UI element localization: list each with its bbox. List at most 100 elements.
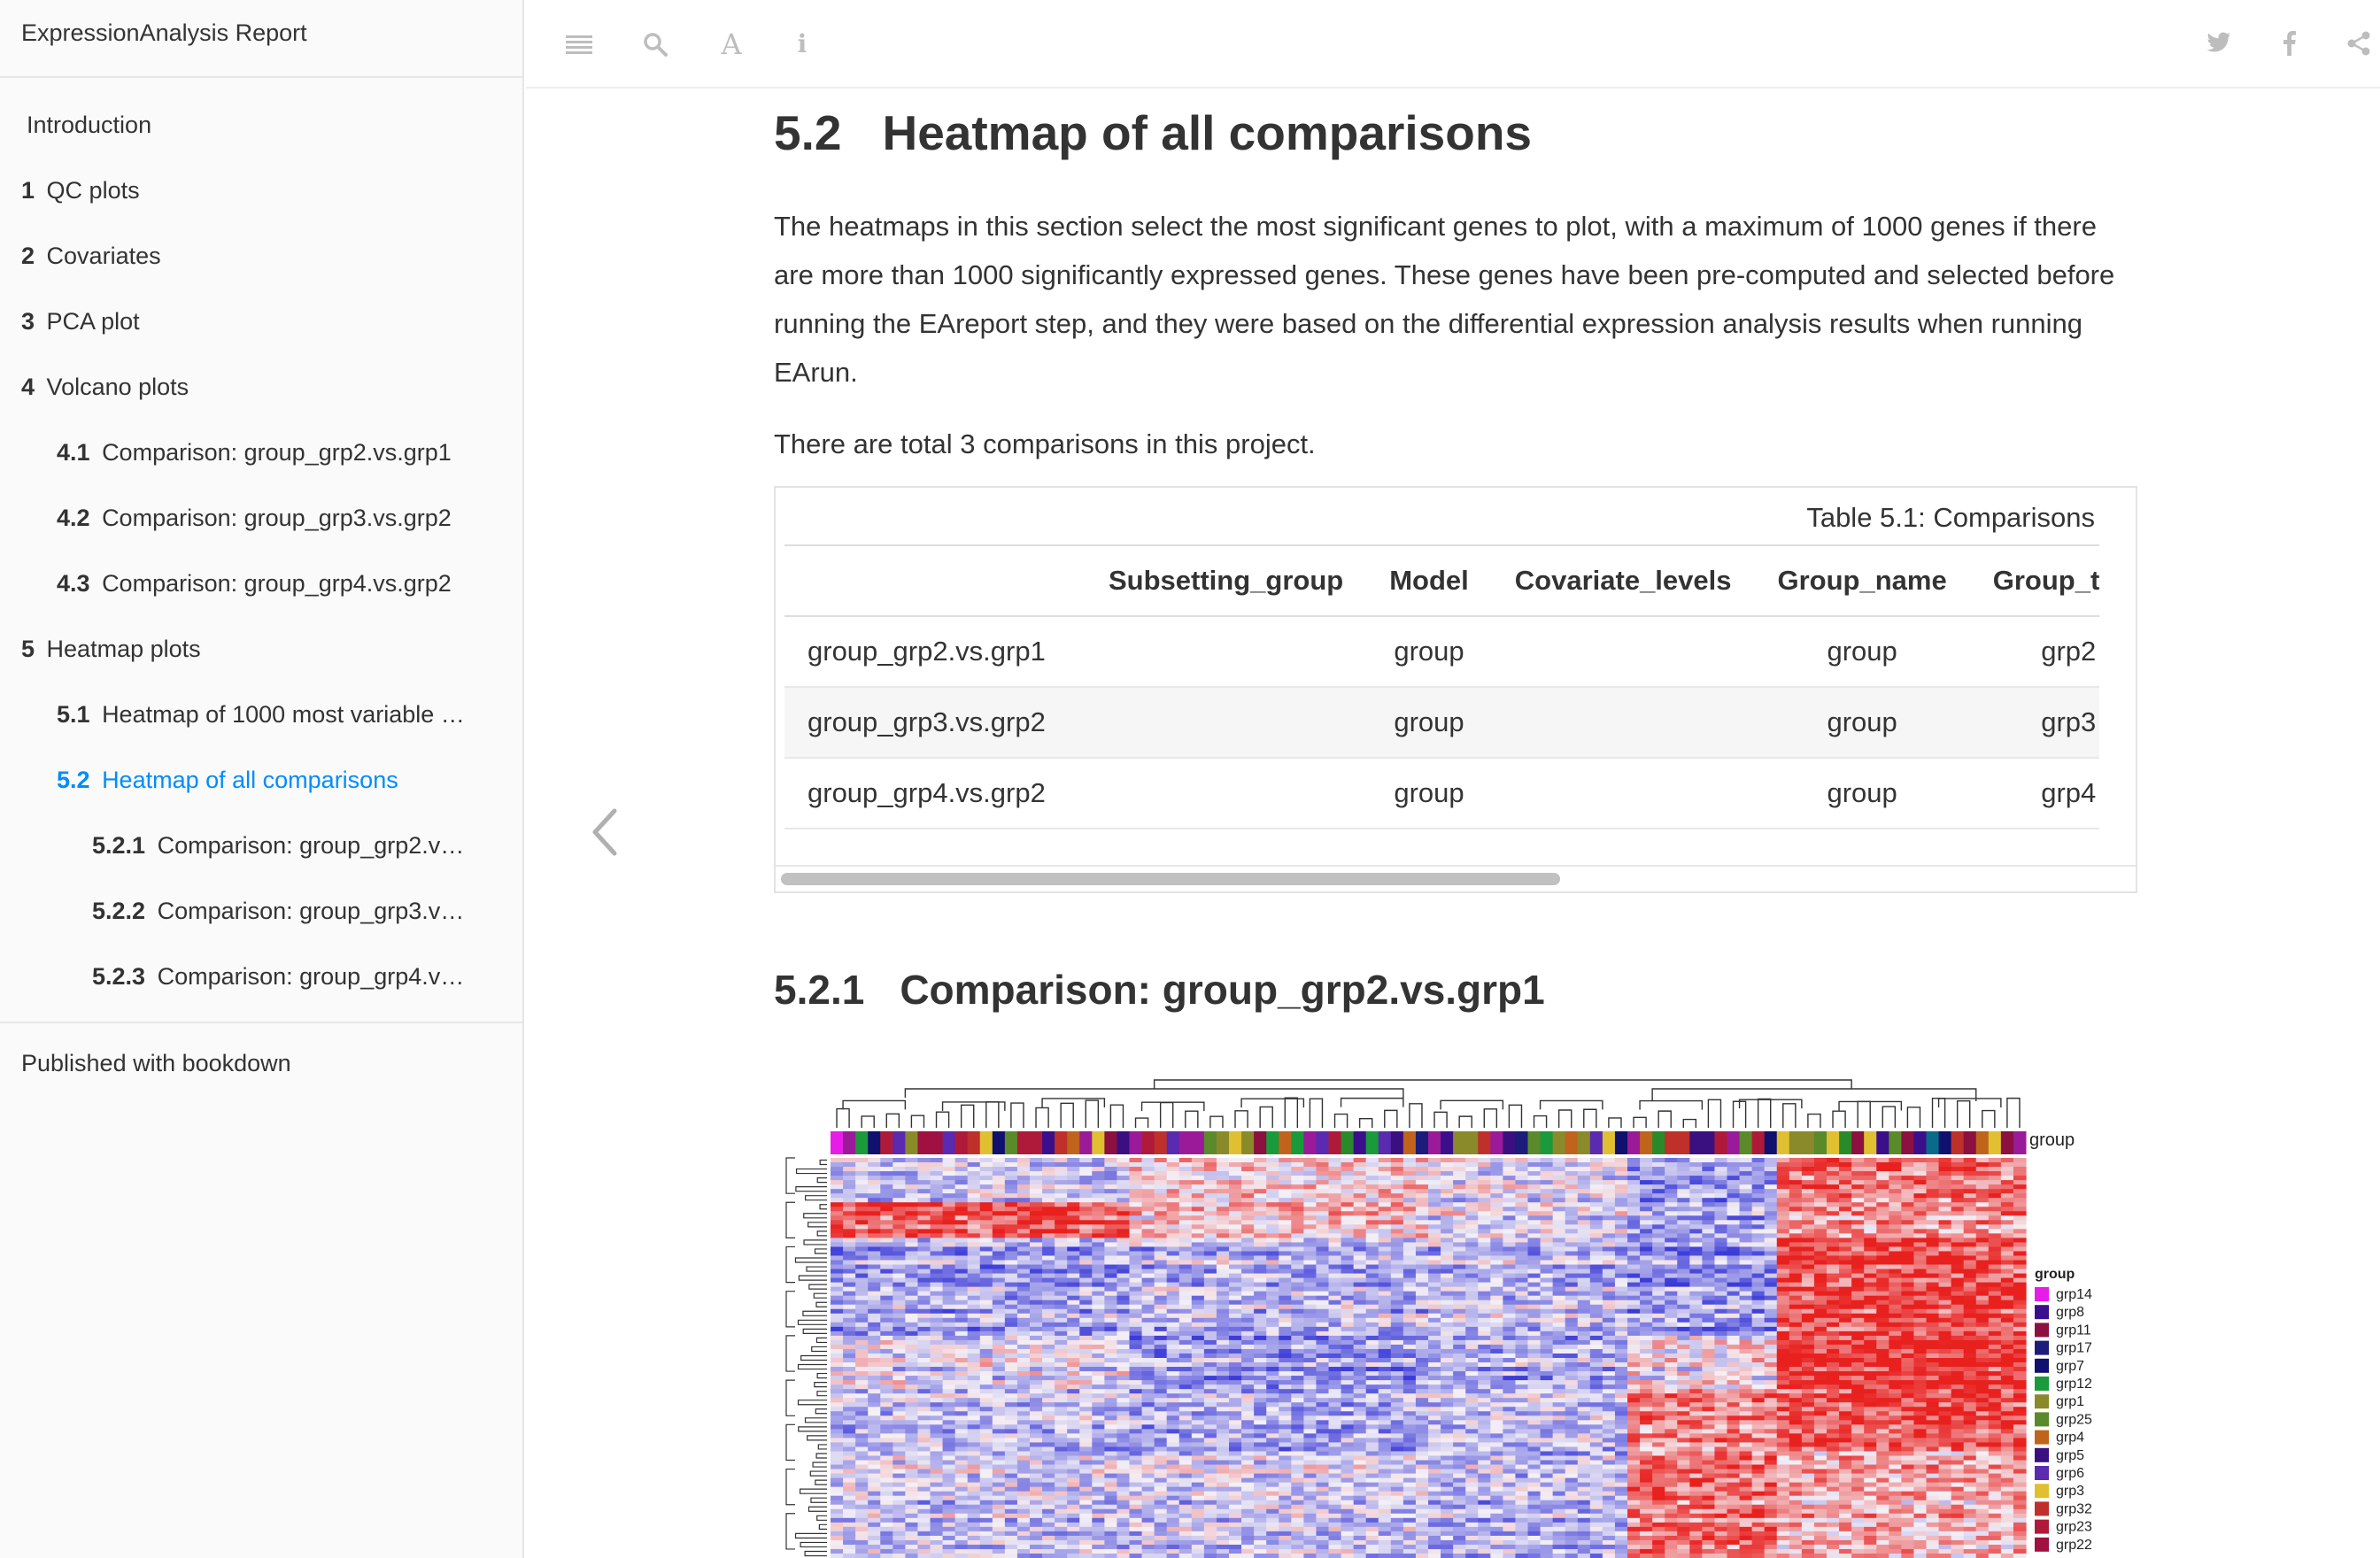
table-cell bbox=[1086, 616, 1367, 688]
legend-label: grp8 bbox=[2056, 1305, 2084, 1320]
annotation-cell bbox=[1901, 1131, 1914, 1154]
toc-item-volcano-plots[interactable]: 4 Volcano plots bbox=[21, 374, 189, 400]
main-content: 5.2 Heatmap of all comparisons The heatma… bbox=[774, 89, 2137, 1028]
published-with-bookdown-link[interactable]: Published with bookdown bbox=[21, 1050, 291, 1076]
section-heading: 5.2 Heatmap of all comparisons bbox=[774, 105, 1532, 160]
legend-title: group bbox=[2035, 1267, 2075, 1282]
annotation-cell bbox=[1951, 1131, 1965, 1154]
previous-page-arrow-icon[interactable] bbox=[588, 806, 623, 859]
annotation-cell bbox=[1652, 1131, 1665, 1154]
annotation-cell bbox=[1390, 1131, 1404, 1154]
annotation-cell bbox=[1926, 1131, 1940, 1154]
annotation-cell bbox=[1415, 1131, 1429, 1154]
annotation-cell bbox=[1378, 1131, 1392, 1154]
annotation-cell bbox=[1789, 1131, 1803, 1154]
annotation-cell bbox=[2013, 1131, 2027, 1154]
annotation-cell bbox=[905, 1131, 918, 1154]
table-cell: grp4 bbox=[1969, 758, 2100, 829]
toc-item-pca-plot[interactable]: 3 PCA plot bbox=[21, 308, 140, 335]
annotation-cell bbox=[1203, 1131, 1217, 1154]
annotation-cell bbox=[1801, 1131, 1815, 1154]
annotation-cell bbox=[1751, 1131, 1766, 1154]
annotation-cell bbox=[1042, 1131, 1055, 1154]
annotation-cell bbox=[1104, 1131, 1117, 1154]
toc-item-introduction[interactable]: Introduction bbox=[27, 112, 152, 138]
heatmap-figure: group group grp14 grp8 grp11 grp17 grp7 grp12… bbox=[785, 1079, 2092, 1558]
annotation-cell bbox=[1303, 1131, 1317, 1154]
column-header-group-test: Group_t bbox=[1969, 544, 2100, 617]
annotation-cell bbox=[1241, 1131, 1255, 1154]
annotation-cell bbox=[1540, 1131, 1554, 1154]
annotation-cell bbox=[1627, 1131, 1641, 1154]
toc-item-4-2[interactable]: 4.2 Comparison: group_grp3.vs.grp2 bbox=[57, 505, 452, 531]
annotation-cell bbox=[1963, 1131, 1977, 1154]
toc-item-5-2-2[interactable]: 5.2.2 Comparison: group_grp3.v… bbox=[92, 898, 465, 924]
toc-item-4-3[interactable]: 4.3 Comparison: group_grp4.vs.grp2 bbox=[57, 570, 452, 597]
legend-swatch bbox=[2035, 1377, 2049, 1391]
facebook-icon[interactable] bbox=[2272, 27, 2307, 62]
annotation-cell bbox=[1813, 1131, 1828, 1154]
annotation-cell bbox=[917, 1131, 931, 1154]
search-icon[interactable] bbox=[638, 27, 673, 62]
annotation-cell bbox=[1328, 1131, 1342, 1154]
annotation-cell bbox=[880, 1131, 893, 1154]
annotation-label: group bbox=[2029, 1130, 2075, 1150]
annotation-cell bbox=[1515, 1131, 1528, 1154]
annotation-cell bbox=[1079, 1131, 1093, 1154]
toc-item-4-1[interactable]: 4.1 Comparison: group_grp2.vs.grp1 bbox=[57, 439, 452, 466]
toc-item-5-2-1[interactable]: 5.2.1 Comparison: group_grp2.v… bbox=[92, 832, 465, 859]
annotation-cell bbox=[1702, 1131, 1715, 1154]
table-cell: grp3 bbox=[1969, 687, 2100, 759]
annotation-cell bbox=[1254, 1131, 1267, 1154]
subsection-heading: 5.2.1 Comparison: group_grp2.vs.grp1 bbox=[774, 967, 1545, 1013]
annotation-cell bbox=[892, 1131, 906, 1154]
share-icon[interactable] bbox=[2341, 27, 2376, 62]
annotation-cell bbox=[1016, 1131, 1031, 1154]
annotation-cell bbox=[1004, 1131, 1018, 1154]
toc-item-5-2-active[interactable]: 5.2 Heatmap of all comparisons bbox=[57, 767, 398, 793]
annotation-cell bbox=[1178, 1131, 1193, 1154]
toc-item-covariates[interactable]: 2 Covariates bbox=[21, 243, 161, 269]
legend-swatch bbox=[2035, 1394, 2049, 1409]
table-cell bbox=[1491, 616, 1755, 688]
book-title[interactable]: ExpressionAnalysis Report bbox=[0, 0, 522, 78]
annotation-cell bbox=[1577, 1131, 1591, 1154]
twitter-icon[interactable] bbox=[2201, 27, 2237, 62]
legend-swatch bbox=[2035, 1501, 2049, 1516]
toc-item-qc-plots[interactable]: 1 QC plots bbox=[21, 177, 140, 204]
annotation-cell bbox=[1851, 1131, 1865, 1154]
toc-item-heatmap-plots[interactable]: 5 Heatmap plots bbox=[21, 636, 201, 662]
table-horizontal-scrollbar[interactable] bbox=[776, 865, 2136, 891]
annotation-cell bbox=[979, 1131, 993, 1154]
annotation-cell bbox=[954, 1131, 969, 1154]
table-of-contents: Introduction 1 QC plots 2 Covariates 3 P… bbox=[0, 78, 522, 1009]
annotation-cell bbox=[1266, 1131, 1279, 1154]
annotation-cell bbox=[1602, 1131, 1616, 1154]
menu-icon[interactable] bbox=[561, 27, 597, 62]
table-cell: group bbox=[1754, 758, 1970, 829]
intro-paragraph: The heatmaps in this section select the … bbox=[774, 211, 2115, 388]
annotation-cell bbox=[1117, 1131, 1130, 1154]
annotation-cell bbox=[1714, 1131, 1727, 1154]
toc-item-5-2-3[interactable]: 5.2.3 Comparison: group_grp4.v… bbox=[92, 963, 465, 990]
annotation-cell bbox=[1552, 1131, 1566, 1154]
annotation-cell bbox=[1913, 1131, 1927, 1154]
table-cell: group_grp3.vs.grp2 bbox=[784, 687, 1086, 759]
legend-swatch bbox=[2035, 1323, 2049, 1338]
annotation-cell bbox=[1067, 1131, 1080, 1154]
legend-swatch bbox=[2035, 1287, 2049, 1301]
annotation-cell bbox=[992, 1131, 1006, 1154]
table-cell bbox=[1491, 687, 1755, 759]
legend-swatch bbox=[2035, 1447, 2049, 1462]
table-cell: group bbox=[1366, 687, 1492, 759]
annotation-cell bbox=[1764, 1131, 1778, 1154]
font-settings-icon[interactable]: A bbox=[721, 27, 742, 61]
table-cell: group bbox=[1754, 616, 1970, 688]
annotation-cell bbox=[1739, 1131, 1753, 1154]
scrollbar-thumb[interactable] bbox=[781, 873, 1560, 885]
toc-item-5-1[interactable]: 5.1 Heatmap of 1000 most variable … bbox=[57, 701, 465, 728]
table-caption: Table 5.1: Comparisons bbox=[1806, 502, 2095, 533]
info-icon[interactable]: i bbox=[797, 29, 808, 58]
comparisons-count-paragraph: There are total 3 comparisons in this pr… bbox=[774, 428, 1316, 459]
table-cell bbox=[1491, 758, 1755, 829]
